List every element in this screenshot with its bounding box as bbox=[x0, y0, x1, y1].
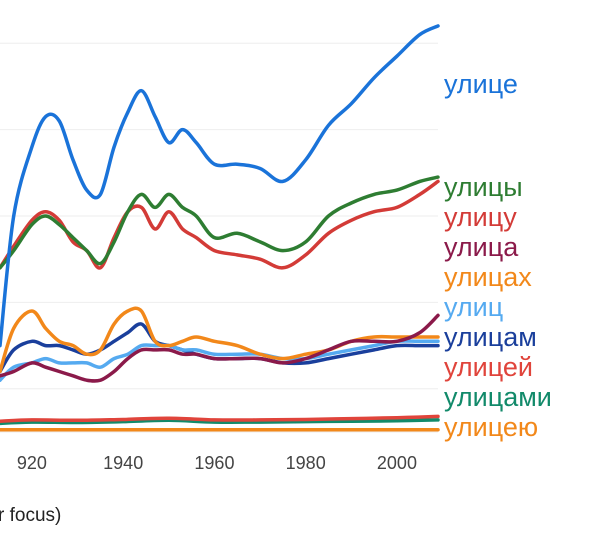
legend-label-улице[interactable]: улице bbox=[444, 69, 518, 99]
series-line-улиц bbox=[0, 339, 440, 382]
legend-label-улицею[interactable]: улицею bbox=[444, 412, 538, 442]
series-line-улицы bbox=[0, 175, 440, 270]
legend: улицеулицыулицуулицаулицахулицулицамулиц… bbox=[444, 69, 552, 442]
x-tick-label: 1940 bbox=[103, 453, 143, 473]
x-tick-label: 1980 bbox=[286, 453, 326, 473]
series-line-улицу bbox=[0, 179, 440, 270]
x-axis-ticks: 920 1940 1960 1980 2000 bbox=[17, 453, 417, 473]
legend-label-улицам[interactable]: улицам bbox=[444, 322, 537, 352]
series-lines bbox=[0, 24, 440, 432]
x-tick-label: 2000 bbox=[377, 453, 417, 473]
axis-caption: r focus) bbox=[0, 505, 62, 526]
legend-label-улицами[interactable]: улицами bbox=[444, 382, 552, 412]
legend-label-улицей[interactable]: улицей bbox=[444, 352, 533, 382]
legend-label-улицу[interactable]: улицу bbox=[444, 202, 517, 232]
x-tick-label: 1960 bbox=[194, 453, 234, 473]
series-line-улица bbox=[0, 313, 440, 383]
legend-label-улица[interactable]: улица bbox=[444, 232, 519, 262]
series-line-улицами bbox=[0, 418, 440, 426]
gridlines bbox=[0, 42, 438, 433]
series-line-улице bbox=[0, 24, 440, 348]
series-line-улицей bbox=[0, 414, 440, 423]
legend-label-улицы[interactable]: улицы bbox=[444, 172, 523, 202]
legend-label-улицах[interactable]: улицах bbox=[444, 262, 532, 292]
x-tick-label: 920 bbox=[17, 453, 47, 473]
legend-label-улиц[interactable]: улиц bbox=[444, 292, 503, 322]
